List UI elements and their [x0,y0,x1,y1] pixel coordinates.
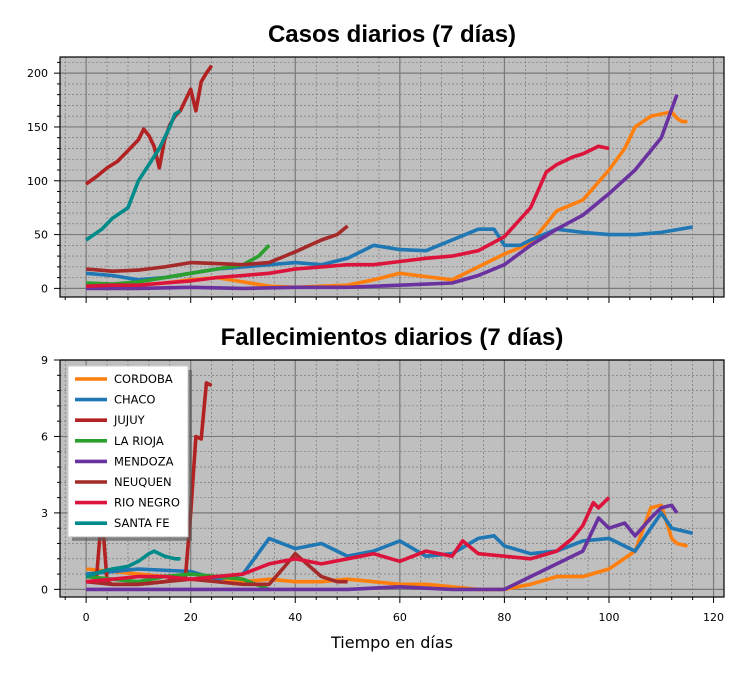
legend-label-la-rioja: LA RIOJA [114,434,164,448]
chart-2-plot-area: 0 3 6 9 0 20 40 60 80 100 120 [41,354,725,624]
axis-ticks: 0 50 100 150 200 [27,61,715,303]
chart-2-xlabel: Tiempo en días [330,633,453,652]
series-line-santa-fe [85,549,181,579]
legend-label-santa-fe: SANTA FE [114,516,170,530]
y-tick-label: 0 [41,282,48,295]
legend-label-jujuy: JUJUY [113,413,146,427]
series-line-jujuy [85,64,214,186]
x-tick-label: 60 [393,611,407,624]
x-tick-label: 80 [497,611,511,624]
y-tick-label: 6 [41,430,48,443]
legend-label-chaco: CHACO [114,393,155,407]
chart-1-plot-area: 0 50 100 150 200 [27,56,725,303]
legend-label-neuquen: NEUQUEN [114,475,172,489]
chart-1-title: Casos diarios (7 días) [268,21,516,48]
legend-label-cordoba: CORDOBA [114,372,173,386]
series-line-rio-negro [85,496,611,584]
y-tick-label: 0 [41,583,48,596]
chart-2-title: Fallecimientos diarios (7 días) [221,324,564,351]
y-tick-label: 3 [41,507,48,520]
axis-ticks: 0 3 6 9 0 20 40 60 80 100 120 [41,354,724,624]
series-line-la-rioja [86,244,271,286]
y-tick-label: 100 [27,175,48,188]
x-tick-label: 20 [184,611,198,624]
legend-label-rio-negro: RIO NEGRO [114,496,180,510]
series-line-santa-fe [85,109,182,242]
legend: CORDOBA CHACO JUJUY LA RIOJA MENDOZA NEUQUEN R… [67,365,192,541]
plot-frame [59,359,725,598]
x-tick-label: 0 [83,611,90,624]
plot-background [60,57,724,297]
series-group [85,64,693,291]
y-tick-label: 50 [34,229,48,242]
series-line-mendoza [86,503,679,592]
x-tick-label: 100 [598,611,619,624]
legend-label-mendoza: MENDOZA [114,454,174,468]
series-line-rio-negro [86,144,610,288]
y-tick-label: 9 [41,354,48,367]
series-line-neuquen [85,551,348,587]
y-tick-label: 200 [27,67,48,80]
x-tick-label: 40 [288,611,302,624]
series-line-neuquen [85,224,349,273]
plot-frame [59,56,725,298]
series-group [85,381,694,592]
x-tick-label: 120 [703,611,724,624]
grid [60,57,724,297]
series-line-mendoza [86,94,679,291]
legend-box [67,365,189,538]
y-tick-label: 150 [27,121,48,134]
